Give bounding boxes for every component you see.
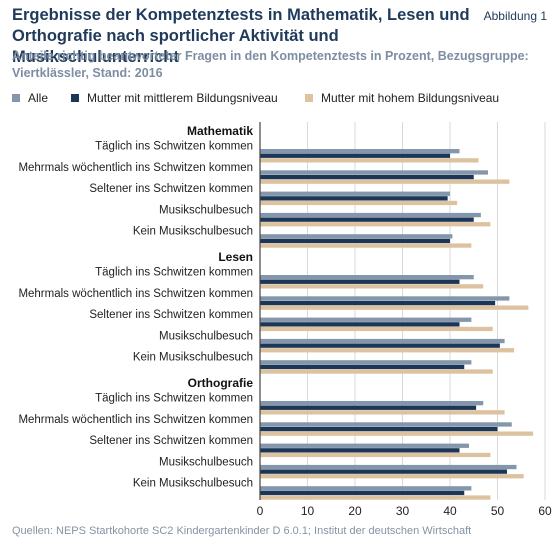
source-note: Quellen: NEPS Startkohorte SC2 Kindergar… xyxy=(12,525,472,537)
bar xyxy=(260,158,479,163)
category-label: Kein Musikschulbesuch xyxy=(133,478,253,490)
bar xyxy=(260,296,510,301)
bar xyxy=(260,490,465,496)
category-label: Kein Musikschulbesuch xyxy=(133,226,253,238)
bar xyxy=(260,284,484,289)
bar xyxy=(260,410,505,415)
legend-label-alle: Alle xyxy=(28,91,49,105)
bar xyxy=(260,431,534,436)
category-label: Täglich ins Schwitzen kommen xyxy=(95,393,253,405)
category-label: Musikschulbesuch xyxy=(159,330,253,342)
bar xyxy=(260,486,472,491)
bar xyxy=(260,348,515,353)
bar xyxy=(260,200,458,206)
bar xyxy=(260,343,500,348)
category-label: Musikschulbesuch xyxy=(159,204,253,216)
x-tick-label: 30 xyxy=(396,504,410,518)
legend-label-mittel: Mutter mit mittlerem Bildungsniveau xyxy=(87,91,278,105)
group-label: Lesen xyxy=(218,250,253,264)
group-label: Mathematik xyxy=(187,124,253,138)
category-label: Täglich ins Schwitzen kommen xyxy=(95,141,253,153)
bar xyxy=(260,452,491,458)
legend-item-alle: Alle xyxy=(12,91,48,105)
bar xyxy=(260,464,517,470)
legend-swatch-hoch xyxy=(305,94,313,102)
legend: Alle Mutter mit mittlerem Bildungsniveau… xyxy=(12,91,552,107)
bar xyxy=(260,212,481,218)
bar xyxy=(260,305,529,310)
x-tick-label: 20 xyxy=(348,504,362,518)
bar xyxy=(260,369,493,374)
bar xyxy=(260,443,469,448)
x-tick-label: 60 xyxy=(538,504,552,518)
bar xyxy=(260,326,493,332)
category-label: Seltener ins Schwitzen kommen xyxy=(89,309,253,321)
bar xyxy=(260,170,488,175)
bar xyxy=(260,179,510,184)
bar xyxy=(260,196,448,201)
bar xyxy=(260,322,460,327)
bar xyxy=(260,474,524,479)
group-label: Orthografie xyxy=(188,376,254,390)
chart-title: Ergebnisse der Kompetenztests in Mathema… xyxy=(12,6,470,66)
category-label: Täglich ins Schwitzen kommen xyxy=(95,267,253,279)
bar xyxy=(260,153,450,158)
category-label: Kein Musikschulbesuch xyxy=(133,352,253,364)
x-tick-label: 40 xyxy=(443,504,457,518)
bar xyxy=(260,317,472,322)
bar xyxy=(260,275,474,280)
bar xyxy=(260,338,505,344)
category-label: Seltener ins Schwitzen kommen xyxy=(89,183,253,195)
bar xyxy=(260,495,491,500)
category-label: Mehrmals wöchentlich ins Schwitzen komme… xyxy=(18,162,253,174)
legend-label-hoch: Mutter mit hohem Bildungsniveau xyxy=(321,91,500,105)
bar xyxy=(260,401,484,406)
x-tick-label: 0 xyxy=(257,504,264,518)
bar xyxy=(260,238,450,244)
bar xyxy=(260,149,460,154)
bar xyxy=(260,364,465,370)
bar xyxy=(260,217,474,222)
bar xyxy=(260,360,472,365)
legend-item-mittel: Mutter mit mittlerem Bildungsniveau xyxy=(71,91,278,105)
legend-item-hoch: Mutter mit hohem Bildungsniveau xyxy=(305,91,499,105)
chart-subtitle: Anteile richtig beantworteter Fragen in … xyxy=(12,49,529,80)
x-tick-label: 50 xyxy=(491,504,505,518)
bar xyxy=(260,174,474,180)
bar xyxy=(260,191,450,196)
bar xyxy=(260,234,453,239)
bar xyxy=(260,426,498,432)
bar xyxy=(260,279,460,284)
legend-swatch-alle xyxy=(12,94,20,102)
bar xyxy=(260,222,491,227)
bar xyxy=(260,469,507,474)
bar xyxy=(260,448,460,453)
category-label: Mehrmals wöchentlich ins Schwitzen komme… xyxy=(18,288,253,300)
bar xyxy=(260,405,477,410)
legend-swatch-mittel xyxy=(71,94,79,102)
category-label: Musikschulbesuch xyxy=(159,456,253,468)
x-tick-label: 10 xyxy=(301,504,315,518)
bar xyxy=(260,243,472,248)
bar xyxy=(260,422,512,427)
category-label: Mehrmals wöchentlich ins Schwitzen komme… xyxy=(18,414,253,426)
figure-label: Abbildung 1 xyxy=(483,9,547,23)
category-label: Seltener ins Schwitzen kommen xyxy=(89,435,253,447)
bar xyxy=(260,300,496,306)
